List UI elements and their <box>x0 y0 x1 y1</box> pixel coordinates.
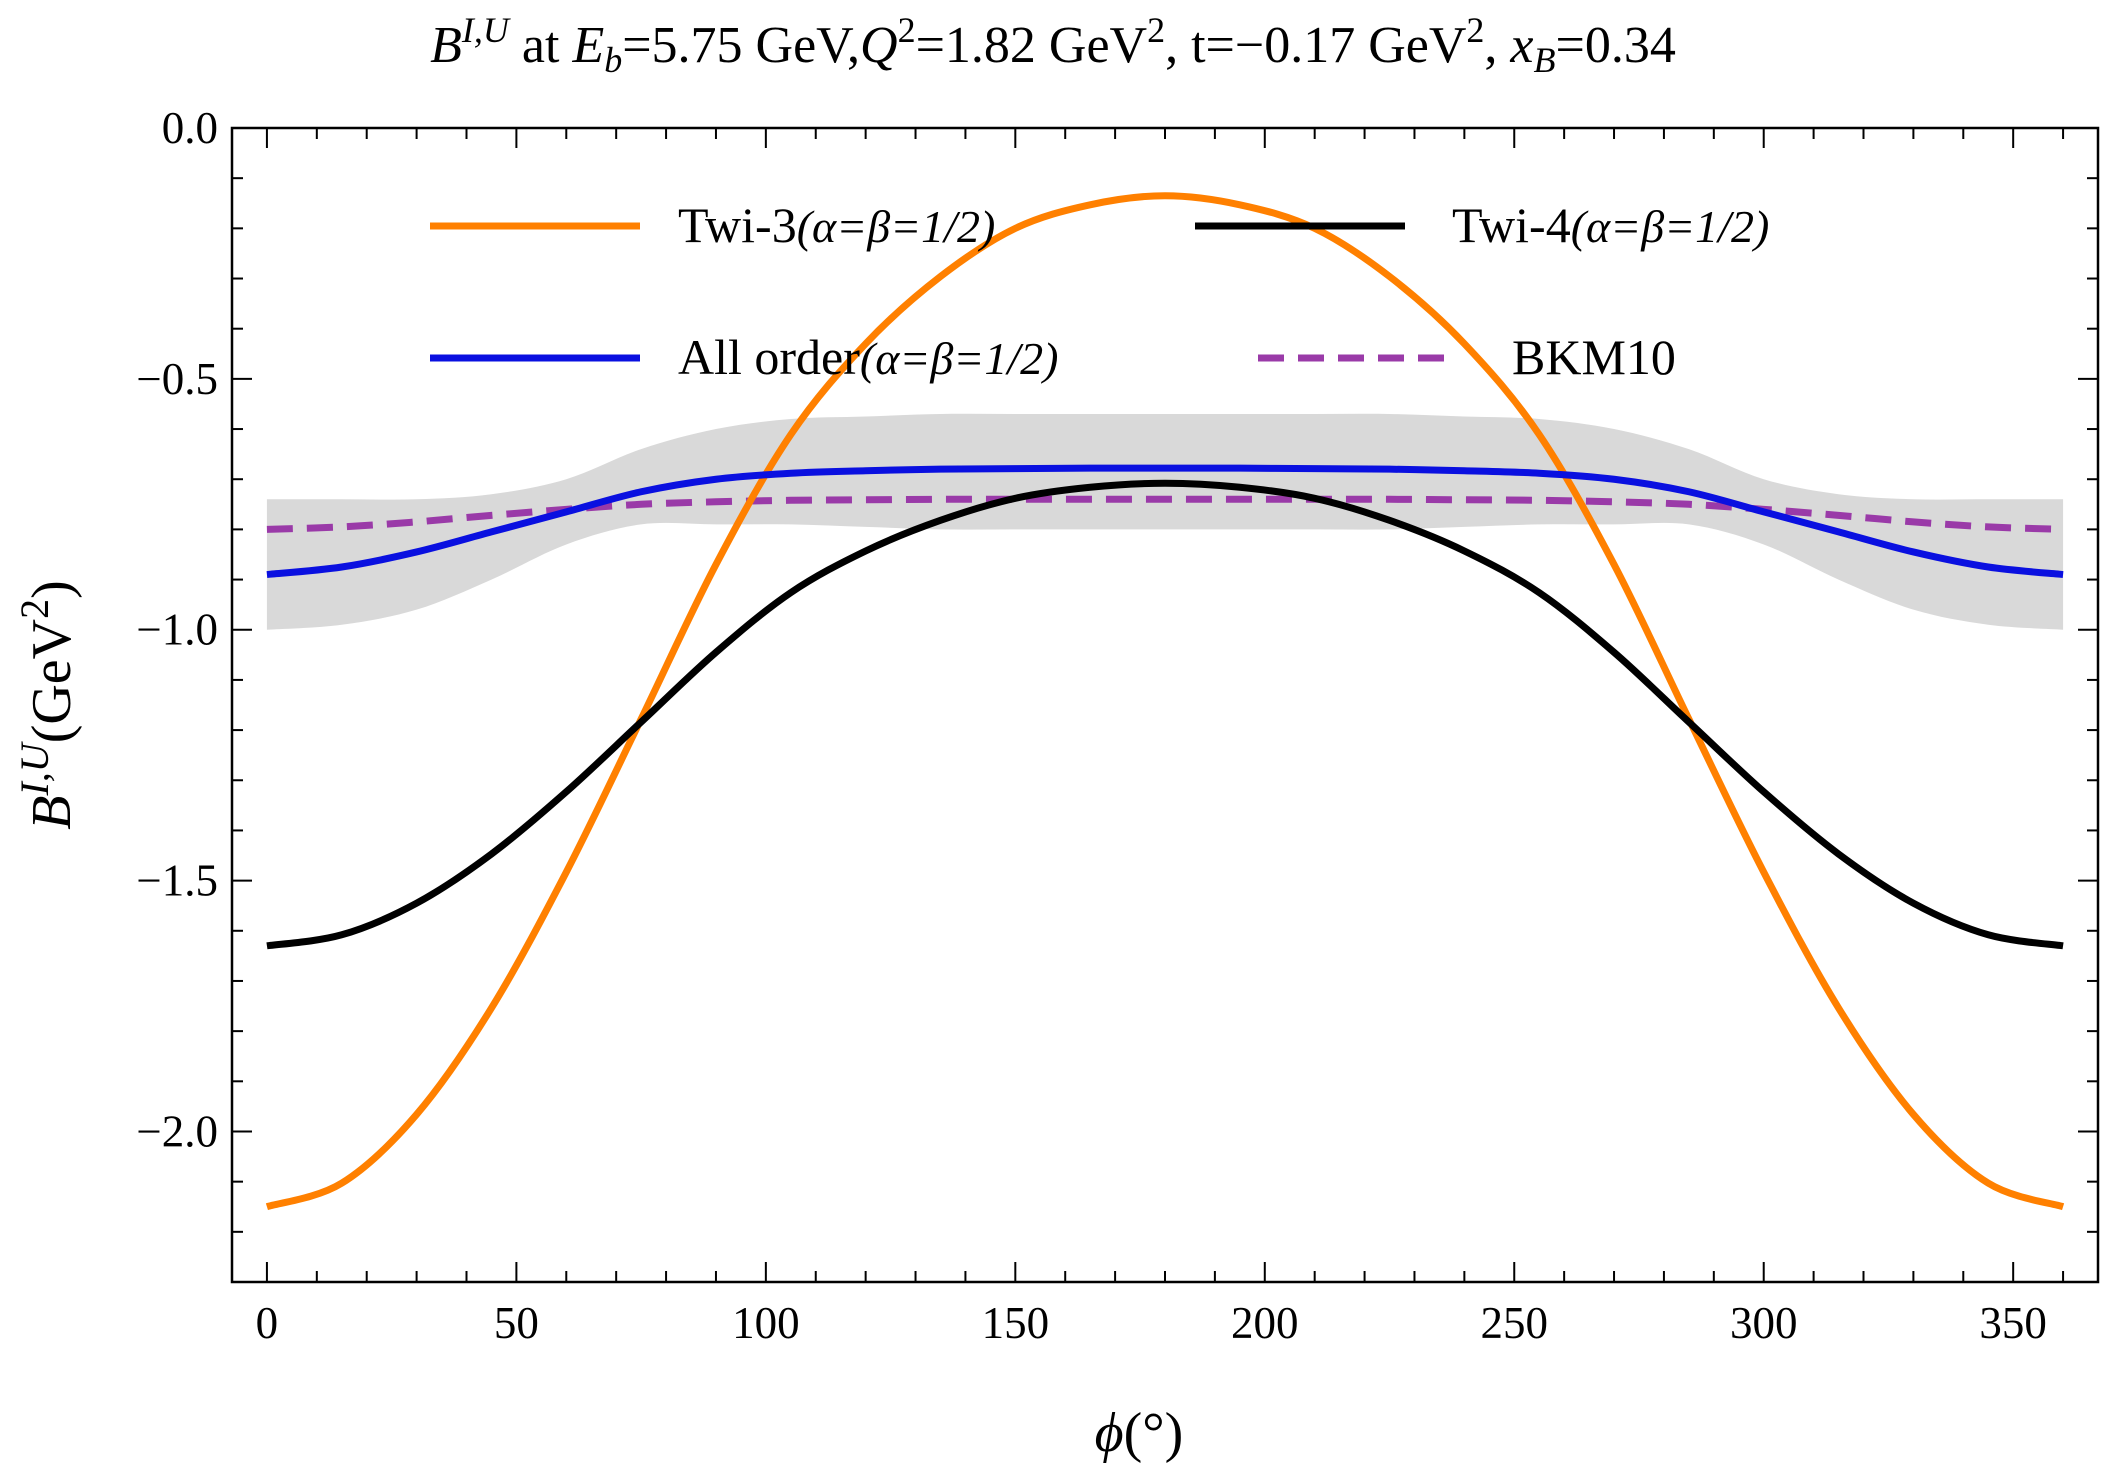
x-tick-label: 200 <box>1231 1298 1299 1348</box>
series-line-all-order <box>266 464 2064 579</box>
y-tick-label: −1.0 <box>136 605 218 655</box>
x-tick-label: 0 <box>256 1298 279 1348</box>
legend-label-twi4: Twi-4(α=β=1/2) <box>1452 197 1769 253</box>
y-tick-label: 0.0 <box>162 103 218 153</box>
x-tick-label: 350 <box>1979 1298 2047 1348</box>
y-tick-label: −2.0 <box>136 1106 218 1156</box>
x-tick-label: 50 <box>494 1298 539 1348</box>
y-axis-label: BI,U(GeV2) <box>12 580 83 829</box>
chart-title: BI,U at Eb=5.75 GeV,Q2=1.82 GeV2, t=−0.1… <box>430 10 1676 80</box>
legend-label-all-order: All order(α=β=1/2) <box>678 329 1058 385</box>
legend: Twi-3(α=β=1/2) Twi-4(α=β=1/2) All order(… <box>430 197 1769 385</box>
x-tick-label: 300 <box>1730 1298 1798 1348</box>
x-axis-label: ϕ(°) <box>1095 1402 1184 1464</box>
x-axis-ticks: 0 50 100 150 200 250 300 350 <box>256 128 2065 1348</box>
legend-entry-twi3: Twi-3(α=β=1/2) <box>430 197 995 253</box>
legend-entry-bkm10: BKM10 <box>1258 329 1676 385</box>
x-tick-label: 100 <box>732 1298 800 1348</box>
legend-label-twi3: Twi-3(α=β=1/2) <box>678 197 995 253</box>
x-tick-label: 150 <box>982 1298 1050 1348</box>
legend-entry-all-order: All order(α=β=1/2) <box>430 329 1058 385</box>
y-axis-ticks: 0.0 −0.5 −1.0 −1.5 −2.0 <box>136 103 2098 1283</box>
x-tick-label: 250 <box>1481 1298 1549 1348</box>
y-tick-label: −0.5 <box>136 354 218 404</box>
uncertainty-band <box>266 413 2064 630</box>
legend-label-bkm10: BKM10 <box>1512 329 1676 385</box>
legend-entry-twi4: Twi-4(α=β=1/2) <box>1195 197 1769 253</box>
plot-area <box>265 192 2065 1211</box>
series-line-twi3 <box>265 192 2065 1211</box>
series-line-twi4 <box>266 479 2064 950</box>
y-tick-label: −1.5 <box>136 856 218 906</box>
